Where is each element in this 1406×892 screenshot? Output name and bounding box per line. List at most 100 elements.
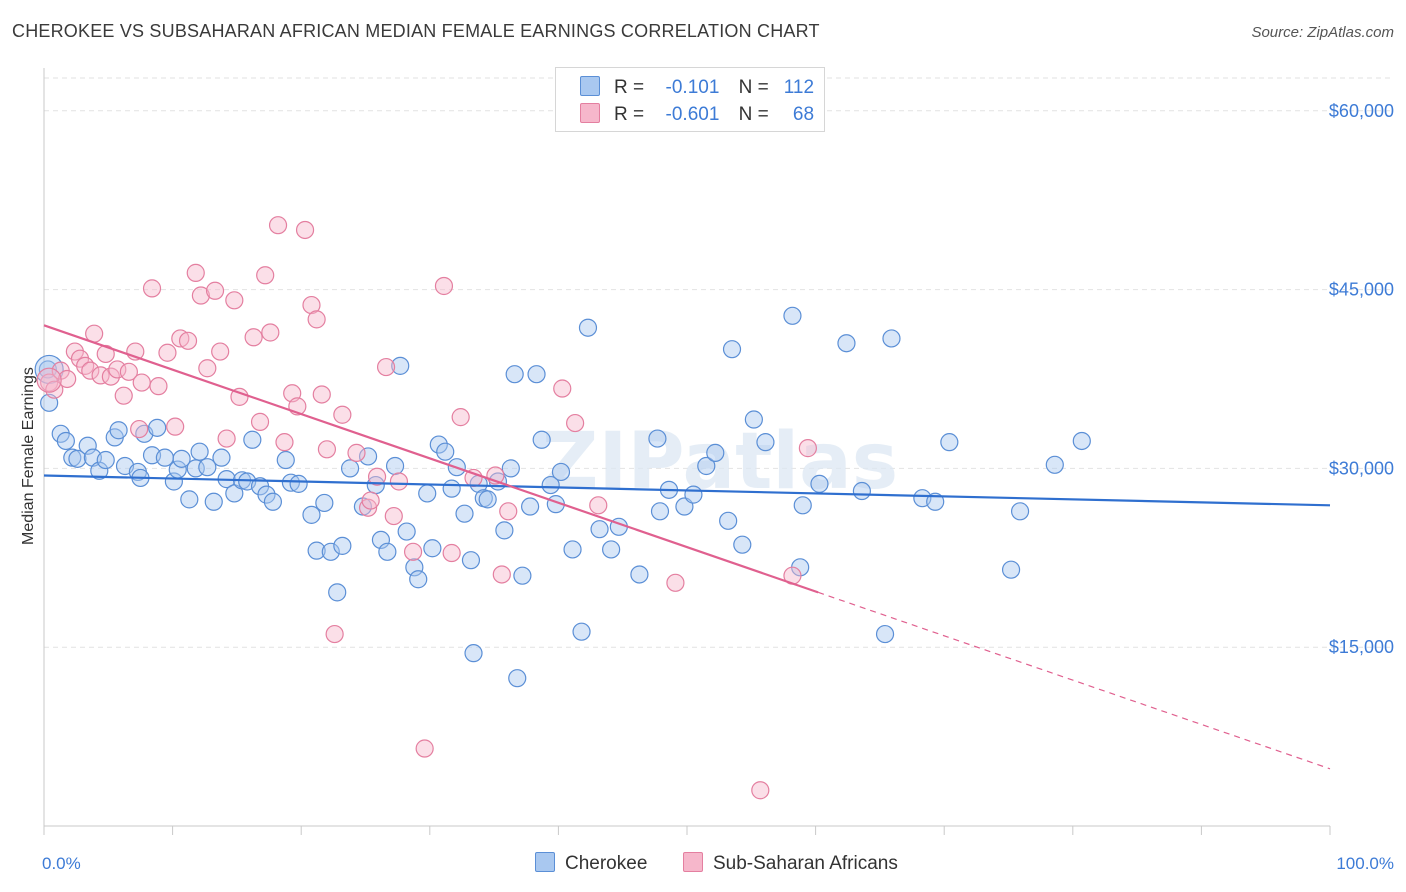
sub-saharan-legend-label: Sub-Saharan Africans: [713, 853, 898, 874]
cherokee-point: [418, 484, 437, 503]
sub-saharan-point: [250, 412, 270, 431]
cherokee-point: [478, 490, 497, 509]
cherokee-point: [455, 504, 474, 523]
sub-saharan-point: [415, 739, 434, 758]
cherokee-point: [180, 490, 199, 509]
cherokee-point: [1045, 455, 1064, 474]
chart-source: Source: ZipAtlas.com: [1251, 24, 1394, 41]
cherokee-point: [505, 365, 524, 384]
sub-saharan-point: [58, 369, 77, 389]
cherokee-point: [436, 442, 455, 461]
cherokee-point: [810, 474, 829, 493]
sub-saharan-point: [333, 405, 352, 424]
cherokee-swatch: [580, 76, 600, 96]
cherokee-point: [852, 481, 871, 501]
sub-saharan-point: [347, 443, 366, 462]
cherokee-point: [96, 450, 115, 470]
cherokee-point: [405, 558, 424, 577]
cherokee-point: [315, 493, 334, 513]
cherokee-point: [429, 435, 448, 454]
sub-saharan-trend-line: [43, 324, 819, 594]
sub-saharan-point: [101, 367, 120, 386]
sub-saharan-point: [317, 440, 337, 459]
cherokee-point: [527, 365, 546, 384]
sub-saharan-point: [389, 472, 409, 491]
cherokee-point: [198, 458, 217, 477]
legend-n-value-sub-saharan: 68: [792, 104, 815, 125]
axes: [43, 68, 1331, 835]
cherokee-point: [90, 461, 109, 480]
cherokee-point: [391, 356, 410, 375]
cherokee-point: [461, 551, 481, 570]
sub-saharan-point: [225, 291, 244, 310]
sub-saharan-point: [492, 565, 511, 584]
sub-saharan-point: [376, 357, 396, 377]
cherokee-point: [397, 522, 416, 541]
y-tick-labels: $15,000 $30,000 $45,000 $60,000: [1329, 101, 1394, 657]
y-tick-label: $60,000: [1329, 101, 1394, 121]
cherokee-point: [875, 624, 895, 644]
cherokee-point: [590, 520, 609, 539]
cherokee-point: [78, 436, 97, 455]
cherokee-point: [302, 505, 321, 524]
cherokee-point: [733, 535, 752, 554]
cherokee-point: [926, 492, 945, 511]
cherokee-point: [578, 318, 598, 337]
cherokee-point: [321, 542, 340, 561]
cherokee-point: [783, 306, 802, 325]
sub-saharan-point: [142, 279, 162, 298]
cherokee-point: [719, 511, 738, 530]
legend-r-value-sub-saharan: -0.601: [665, 104, 720, 125]
cherokee-point: [212, 448, 231, 467]
cherokee-point: [340, 459, 360, 478]
cherokee-point: [409, 570, 428, 589]
sub-saharan-point: [798, 439, 817, 458]
cherokee-point: [572, 622, 591, 641]
cherokee-point: [648, 429, 667, 448]
cherokee-point: [706, 443, 725, 462]
legend-row-cherokee: R = -0.101 N = 112: [580, 76, 814, 100]
cherokee-point: [744, 410, 763, 429]
cherokee-trend-line: [43, 474, 1331, 507]
sub-saharan-point: [666, 573, 685, 592]
cherokee-point: [464, 644, 483, 663]
cherokee-point: [423, 539, 442, 558]
sub-saharan-point: [361, 491, 380, 510]
legend-n-label: N =: [738, 104, 769, 125]
grid-lines: [44, 77, 1394, 648]
sub-saharan-point: [132, 373, 151, 392]
y-tick-label: $30,000: [1329, 458, 1394, 478]
legend-r-label: R =: [614, 77, 645, 98]
cherokee-point: [243, 430, 262, 449]
sub-saharan-point: [499, 502, 518, 521]
legend-n-value-cherokee: 112: [783, 77, 815, 98]
cherokee-point: [521, 497, 540, 516]
cherokee-point: [204, 492, 223, 511]
sub-saharan-point: [130, 419, 149, 439]
cherokee-point: [68, 449, 87, 468]
sub-saharan-point: [384, 506, 403, 526]
sub-saharan-point: [367, 467, 387, 486]
bottom-legend-cherokee: Cherokee: [535, 852, 647, 875]
cherokee-point: [307, 541, 326, 560]
series-sub-saharan-africans: [36, 216, 817, 800]
cherokee-point: [257, 485, 276, 504]
x-tick-label-min: 0.0%: [42, 854, 81, 873]
cherokee-point: [495, 521, 514, 540]
sub-saharan-point: [307, 310, 326, 329]
cherokee-point: [1001, 560, 1021, 579]
cherokee-point: [501, 459, 520, 478]
sub-saharan-point: [312, 385, 331, 404]
legend-r-label: R =: [614, 104, 645, 125]
cherokee-point: [722, 340, 742, 359]
cherokee-point: [358, 447, 378, 466]
cherokee-point: [532, 430, 551, 449]
cherokee-point: [630, 565, 649, 584]
correlation-legend: R = -0.101 N = 112 R = -0.601 N = 68: [555, 67, 825, 132]
cherokee-point: [697, 456, 716, 476]
sub-saharan-point: [403, 542, 423, 561]
sub-saharan-point: [261, 323, 280, 342]
sub-saharan-point: [166, 417, 185, 436]
sub-saharan-point: [198, 359, 217, 378]
sub-saharan-point: [256, 266, 275, 285]
